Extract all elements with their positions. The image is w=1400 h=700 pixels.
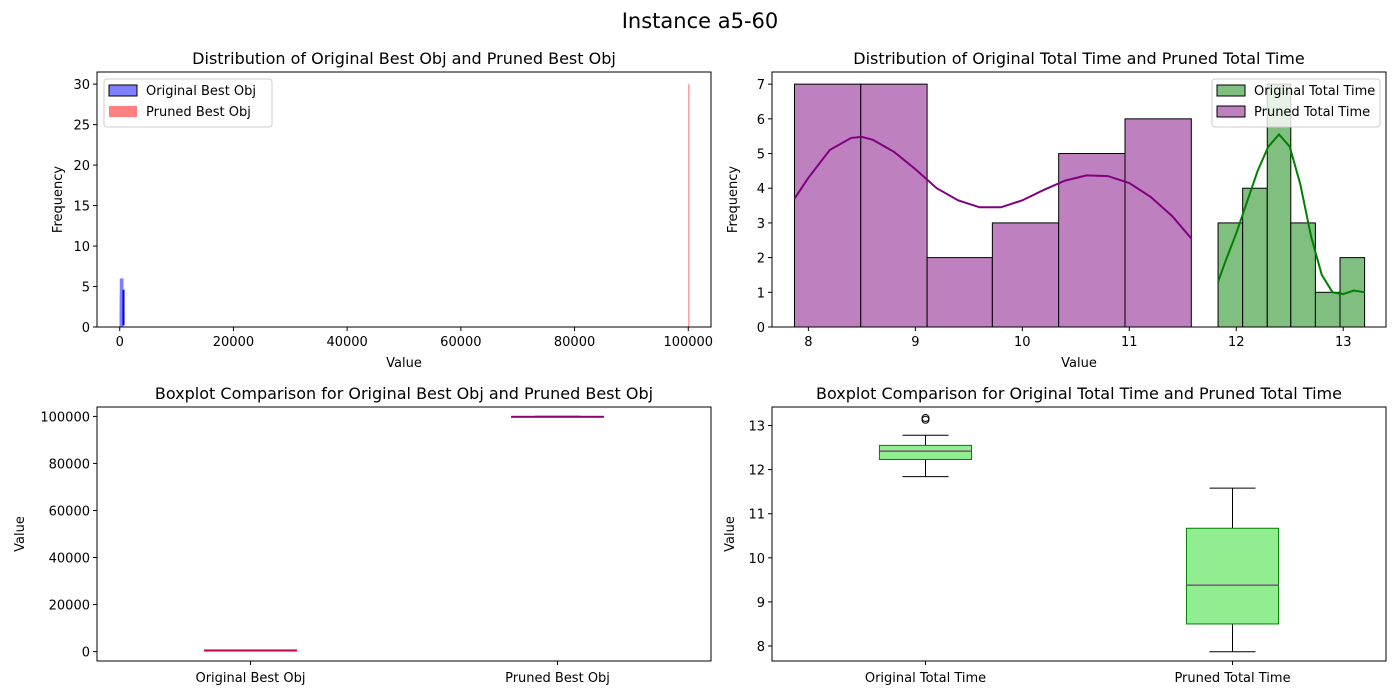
y-tick-label: 0 (82, 321, 90, 336)
subplot-title: Boxplot Comparison for Original Best Obj… (155, 384, 653, 403)
y-tick-label: 0 (757, 321, 765, 336)
x-tick-label: Pruned Total Time (1174, 671, 1290, 686)
plot-area-0 (119, 84, 690, 327)
y-axis-label: Value (13, 516, 28, 552)
axes-frame (771, 71, 1387, 328)
y-tick-label: 1 (757, 286, 765, 301)
histogram-bar (1314, 291, 1341, 327)
y-tick-label: 5 (82, 281, 90, 296)
x-tick-label: Pruned Best Obj (505, 671, 610, 686)
x-tick-label: 9 (911, 335, 919, 350)
figure-title: Instance a5-60 (621, 9, 779, 33)
histogram-bar (991, 222, 1060, 327)
x-tick-label: 13 (1335, 335, 1352, 350)
y-tick-label: 30 (73, 78, 90, 93)
legend-label: Original Best Obj (146, 84, 256, 99)
y-axis-label: Frequency (726, 166, 741, 233)
x-tick-label: 20000 (213, 335, 254, 350)
y-tick-label: 3 (757, 217, 765, 232)
legend-frame (103, 78, 273, 128)
boxplot-box (878, 414, 973, 478)
y-tick-label: 9 (757, 596, 765, 611)
legend-label: Pruned Best Obj (146, 105, 251, 120)
x-tick-label: 12 (1228, 335, 1245, 350)
y-tick-label: 20 (73, 159, 90, 174)
histogram-bar (1217, 222, 1244, 327)
subplot-title: Boxplot Comparison for Original Total Ti… (816, 384, 1342, 403)
boxplot-box (203, 649, 298, 652)
outlier-point (921, 414, 930, 423)
y-tick-label: 25 (73, 119, 90, 134)
boxplot-box (510, 415, 605, 418)
y-tick-label: 20000 (49, 599, 90, 614)
y-tick-label: 7 (757, 78, 765, 93)
histogram-bar (1058, 153, 1126, 327)
axes-frame (771, 406, 1387, 662)
y-tick-label: 12 (748, 464, 765, 479)
axes-frame (96, 406, 712, 662)
legend-swatch (1216, 105, 1246, 118)
y-axis-label: Value (723, 516, 738, 552)
y-tick-label: 4 (757, 182, 765, 197)
x-tick-label: Original Total Time (865, 671, 986, 686)
y-tick-label: 60000 (49, 504, 90, 519)
plot-area-1 (793, 83, 1366, 327)
subplot-title: Distribution of Original Best Obj and Pr… (192, 49, 616, 68)
y-tick-label: 11 (748, 508, 765, 523)
histogram-bar (860, 83, 928, 327)
x-tick-label: 80000 (554, 335, 595, 350)
legend-label: Original Total Time (1254, 84, 1375, 99)
subplot-title: Distribution of Original Total Time and … (853, 49, 1304, 68)
legend-swatch (108, 84, 138, 97)
y-tick-label: 8 (757, 640, 765, 655)
x-tick-label: 8 (804, 335, 812, 350)
histogram-bar (688, 84, 690, 327)
x-tick-label: 10 (1014, 335, 1031, 350)
y-tick-label: 0 (82, 646, 90, 661)
x-tick-label: 11 (1121, 335, 1138, 350)
y-tick-label: 13 (748, 420, 765, 435)
box-body (878, 444, 973, 460)
histogram-bar (926, 257, 993, 327)
y-tick-label: 15 (73, 200, 90, 215)
legend-swatch (109, 106, 137, 117)
x-tick-label: 0 (116, 335, 124, 350)
y-tick-label: 5 (757, 148, 765, 163)
kde-line (1217, 132, 1365, 296)
x-tick-label: 100000 (663, 335, 713, 350)
box-body (1185, 527, 1280, 625)
x-axis-label: Value (386, 356, 422, 371)
y-tick-label: 100000 (40, 410, 90, 425)
legend-frame (1211, 78, 1381, 128)
histogram-bar (793, 83, 862, 327)
legend-label: Pruned Total Time (1254, 105, 1370, 120)
y-tick-label: 10 (73, 240, 90, 255)
histogram-bar (119, 302, 124, 327)
x-axis-label: Value (1061, 356, 1097, 371)
y-tick-label: 40000 (49, 552, 90, 567)
y-tick-label: 10 (748, 552, 765, 567)
kde-line (793, 135, 1193, 240)
y-tick-label: 80000 (49, 457, 90, 472)
y-tick-label: 6 (757, 113, 765, 128)
histogram-bar (1242, 187, 1268, 327)
legend-swatch (1216, 84, 1246, 97)
boxplot-box (1185, 487, 1280, 653)
x-tick-label: 60000 (440, 335, 481, 350)
legend: Original Best Obj Pruned Best Obj (103, 78, 273, 128)
axes-frame (96, 71, 712, 328)
y-tick-label: 2 (757, 252, 765, 267)
legend: Original Total Time Pruned Total Time (1211, 78, 1381, 128)
x-tick-label: 40000 (326, 335, 367, 350)
x-tick-label: Original Best Obj (195, 671, 305, 686)
histogram-bar (1124, 118, 1192, 327)
y-axis-label: Frequency (51, 166, 66, 233)
